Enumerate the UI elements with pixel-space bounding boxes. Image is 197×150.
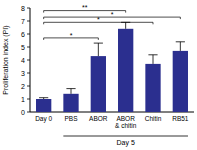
x-tick-label: Day 0 bbox=[35, 115, 52, 123]
bar bbox=[63, 94, 78, 112]
chart: 0 1 2 3 4 5 6 7 8 Proliferation index (PI) Day 0 PB… bbox=[0, 0, 197, 150]
y-tick bbox=[27, 21, 30, 22]
y-tick-label: 5 bbox=[21, 44, 25, 51]
bar bbox=[91, 56, 106, 112]
label-line: ABOR bbox=[116, 115, 135, 122]
y-tick bbox=[27, 8, 30, 9]
significance-label: * bbox=[70, 32, 73, 39]
y-tick-label: 0 bbox=[21, 109, 25, 116]
y-tick-label: 7 bbox=[21, 18, 25, 25]
significance-label: ** bbox=[82, 4, 88, 11]
label-line: & chitin bbox=[115, 122, 137, 129]
x-tick-label: RB51 bbox=[172, 115, 189, 122]
group-line bbox=[63, 136, 188, 137]
y-tick-label: 6 bbox=[21, 31, 25, 38]
error-bar bbox=[39, 98, 48, 99]
y-tick-label: 2 bbox=[21, 83, 25, 90]
bar bbox=[173, 51, 188, 112]
bar bbox=[145, 64, 160, 112]
error-bar bbox=[121, 22, 130, 29]
error-bar bbox=[94, 43, 103, 56]
bar bbox=[36, 99, 51, 112]
y-tick bbox=[27, 47, 30, 48]
bar bbox=[118, 29, 133, 112]
y-tick-label: 1 bbox=[21, 96, 25, 103]
x-tick-label: Chitin bbox=[145, 115, 162, 122]
x-tick-label: ABOR& chitin bbox=[115, 115, 137, 129]
y-tick-label: 3 bbox=[21, 70, 25, 77]
y-axis-label: Proliferation index (PI) bbox=[2, 25, 10, 94]
group-label: Day 5 bbox=[117, 139, 135, 147]
error-bar bbox=[176, 42, 185, 51]
y-tick bbox=[27, 99, 30, 100]
label-line: Chitin bbox=[145, 115, 162, 122]
significance-label: * bbox=[111, 11, 114, 18]
y-tick-label: 4 bbox=[21, 57, 25, 64]
label-line: Day 0 bbox=[35, 115, 52, 123]
error-bar bbox=[148, 55, 157, 64]
y-tick bbox=[27, 34, 30, 35]
y-tick bbox=[27, 60, 30, 61]
x-tick-label: ABOR bbox=[89, 115, 108, 122]
x-tick-label: PBS bbox=[64, 115, 78, 122]
bars bbox=[36, 22, 188, 112]
label-line: PBS bbox=[64, 115, 78, 122]
y-tick bbox=[27, 86, 30, 87]
y-tick-label: 8 bbox=[21, 5, 25, 12]
x-axis bbox=[30, 112, 194, 113]
error-bar bbox=[66, 89, 75, 94]
label-line: RB51 bbox=[172, 115, 189, 122]
y-tick bbox=[27, 73, 30, 74]
y-tick bbox=[27, 112, 30, 113]
label-line: ABOR bbox=[89, 115, 108, 122]
significance-label: * bbox=[97, 16, 100, 23]
